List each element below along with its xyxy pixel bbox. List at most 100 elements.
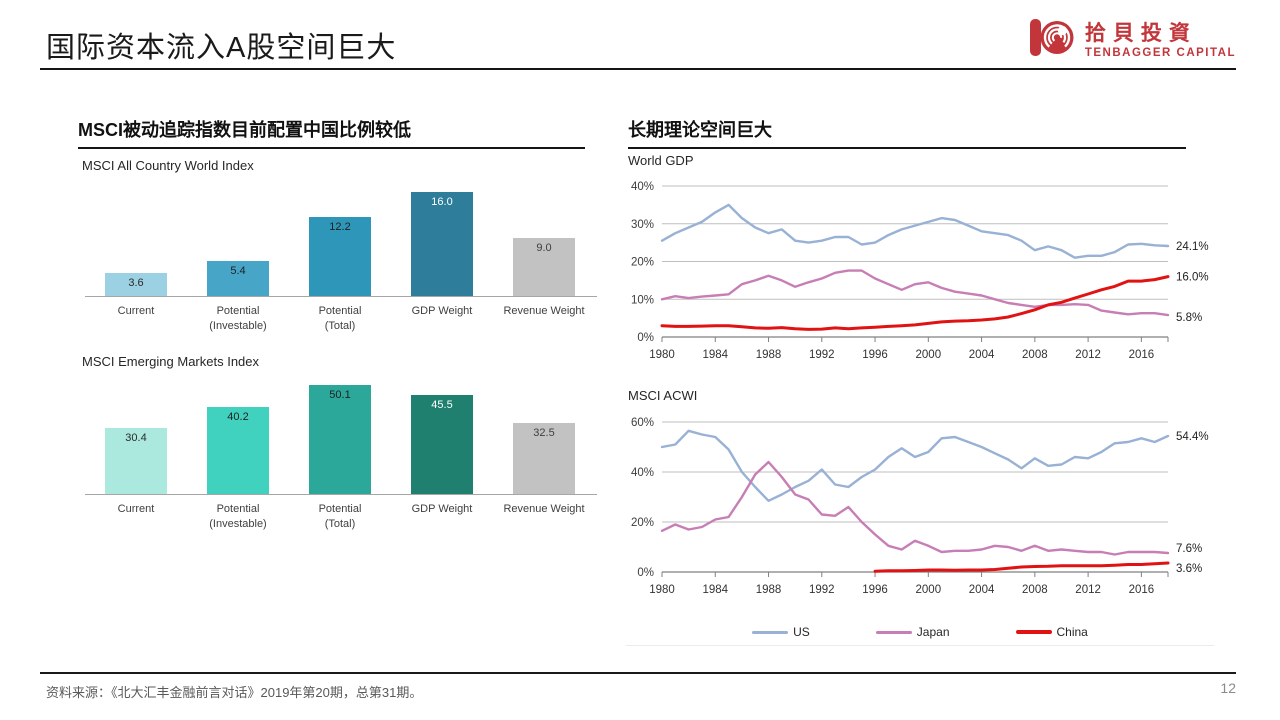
series-end-label-japan: 7.6% bbox=[1176, 543, 1202, 555]
category-label: Potential (Investable) bbox=[209, 305, 267, 332]
logo-chinese-name: 拾貝投資 bbox=[1084, 22, 1197, 46]
logo-english-name: TENBAGGER CAPITAL bbox=[1084, 46, 1236, 59]
series-end-label-us: 54.4% bbox=[1176, 431, 1209, 443]
x-axis-label: 1988 bbox=[756, 584, 782, 596]
y-axis-label: 30% bbox=[631, 219, 654, 231]
em-bar-axis bbox=[85, 494, 597, 495]
bar-revenue-weight: 32.5 bbox=[513, 423, 575, 494]
tenbagger-shell-icon bbox=[1028, 14, 1075, 66]
x-axis-label: 2016 bbox=[1129, 349, 1155, 361]
bar-potential: 50.1 bbox=[309, 385, 371, 494]
x-axis-label: 1992 bbox=[809, 349, 835, 361]
acwi-bar-axis bbox=[85, 296, 597, 297]
bar-slot: 32.5 bbox=[493, 381, 595, 494]
y-axis-label: 60% bbox=[631, 417, 654, 429]
left-section-header: MSCI被动追踪指数目前配置中国比例较低 bbox=[78, 120, 411, 140]
x-axis-label: 1980 bbox=[649, 584, 675, 596]
acwi-bar-chart-title: MSCI All Country World Index bbox=[82, 158, 254, 173]
category-label: Current bbox=[117, 503, 155, 515]
world-gdp-line-chart: 0% 10% 20% 30% 40% 1980 1984 1988 1992 1996 2000 20… bbox=[631, 181, 1209, 361]
x-axis-label: 1996 bbox=[862, 349, 888, 361]
x-axis-label: 1988 bbox=[756, 349, 782, 361]
series-line-china bbox=[660, 275, 1170, 331]
y-axis-label: 10% bbox=[631, 294, 654, 306]
footer-divider bbox=[40, 672, 1236, 674]
page-title: 国际资本流入A股空间巨大 bbox=[46, 32, 397, 64]
msci-acwi-chart-title: MSCI ACWI bbox=[628, 388, 698, 403]
series-end-label-us: 24.1% bbox=[1176, 241, 1209, 253]
x-axis-label: 2004 bbox=[969, 584, 995, 596]
bar-current: 3.6 bbox=[105, 273, 167, 296]
category-label: Current bbox=[117, 305, 155, 317]
x-axis-label: 2000 bbox=[916, 349, 942, 361]
category-label: Potential (Total) bbox=[318, 503, 362, 530]
legend-label: Japan bbox=[916, 625, 950, 639]
bar-slot: 5.4 bbox=[187, 189, 289, 296]
series-line-japan bbox=[660, 460, 1170, 556]
source-note: 资料来源：《北大汇丰金融前言对话》2019年第20期，总第31期。 bbox=[46, 685, 423, 700]
bar-slot: 9.0 bbox=[493, 189, 595, 296]
y-axis-label: 0% bbox=[637, 332, 654, 344]
bar-slot: 16.0 bbox=[391, 189, 493, 296]
bar-value-label: 32.5 bbox=[533, 427, 555, 439]
series-line-china bbox=[873, 561, 1170, 573]
y-axis-label: 20% bbox=[631, 257, 654, 269]
x-axis-label: 2012 bbox=[1075, 349, 1101, 361]
world-gdp-chart-title: World GDP bbox=[628, 153, 694, 168]
y-axis-label: 40% bbox=[631, 467, 654, 479]
category-label: GDP Weight bbox=[411, 305, 473, 317]
bar-value-label: 50.1 bbox=[329, 389, 351, 401]
legend-divider bbox=[626, 645, 1214, 646]
bar-slot: 40.2 bbox=[187, 381, 289, 494]
series-line-japan bbox=[660, 269, 1170, 317]
right-section-underline bbox=[628, 147, 1186, 149]
category-label: GDP Weight bbox=[411, 503, 473, 515]
bar-slot: 30.4 bbox=[85, 381, 187, 494]
x-axis-label: 2008 bbox=[1022, 349, 1048, 361]
msci-acwi-line-chart: 0% 20% 40% 60% 1980 1984 1988 1992 1996 2000 2004 2… bbox=[631, 417, 1209, 596]
bar-gdp-weight: 45.5 bbox=[411, 395, 473, 494]
x-axis-label: 1984 bbox=[702, 584, 728, 596]
legend-item-us: US bbox=[752, 625, 810, 639]
legend-line-swatch bbox=[875, 630, 912, 634]
bar-value-label: 3.6 bbox=[128, 277, 144, 289]
chart-legend: US Japan China bbox=[626, 625, 1214, 639]
bar-slot: 12.2 bbox=[289, 189, 391, 296]
left-section-underline bbox=[78, 147, 585, 149]
category-label: Potential (Investable) bbox=[209, 503, 267, 530]
legend-item-japan: Japan bbox=[875, 625, 950, 639]
legend-item-china: China bbox=[1015, 625, 1088, 639]
bar-value-label: 12.2 bbox=[329, 221, 351, 233]
company-logo: 拾貝投資 TENBAGGER CAPITAL bbox=[1028, 14, 1236, 66]
bar-value-label: 45.5 bbox=[431, 399, 453, 411]
bar-slot: 50.1 bbox=[289, 381, 391, 494]
bar-potential: 40.2 bbox=[207, 407, 269, 494]
x-axis-label: 2004 bbox=[969, 349, 995, 361]
em-bar-chart-title: MSCI Emerging Markets Index bbox=[82, 354, 260, 369]
bar-value-label: 40.2 bbox=[227, 411, 249, 423]
y-axis-label: 0% bbox=[637, 567, 654, 579]
bar-slot: 3.6 bbox=[85, 189, 187, 296]
x-axis-label: 2000 bbox=[916, 584, 942, 596]
series-line-us bbox=[660, 203, 1170, 259]
legend-line-swatch bbox=[752, 630, 789, 634]
bar-potential: 5.4 bbox=[207, 261, 269, 296]
x-axis-label: 1984 bbox=[702, 349, 728, 361]
series-end-label-japan: 5.8% bbox=[1176, 312, 1202, 324]
acwi-bar-chart: 3.6 5.4 12.2 16.0 9.0 bbox=[85, 189, 595, 296]
series-end-label-china: 3.6% bbox=[1176, 563, 1202, 575]
category-label: Revenue Weight bbox=[503, 503, 585, 515]
em-bar-categories: Current Potential (Investable) Potential (… bbox=[85, 502, 595, 532]
legend-label: China bbox=[1056, 625, 1088, 639]
series-line-us bbox=[660, 429, 1170, 503]
right-section-header: 长期理论空间巨大 bbox=[628, 120, 772, 140]
x-axis-label: 1980 bbox=[649, 349, 675, 361]
bar-value-label: 5.4 bbox=[230, 265, 246, 277]
series-end-label-china: 16.0% bbox=[1176, 272, 1209, 284]
x-axis-label: 2016 bbox=[1129, 584, 1155, 596]
em-bar-chart: 30.4 40.2 50.1 45.5 32.5 bbox=[85, 381, 595, 494]
legend-label: US bbox=[793, 625, 810, 639]
bar-value-label: 16.0 bbox=[431, 196, 453, 208]
bar-potential: 12.2 bbox=[309, 217, 371, 296]
